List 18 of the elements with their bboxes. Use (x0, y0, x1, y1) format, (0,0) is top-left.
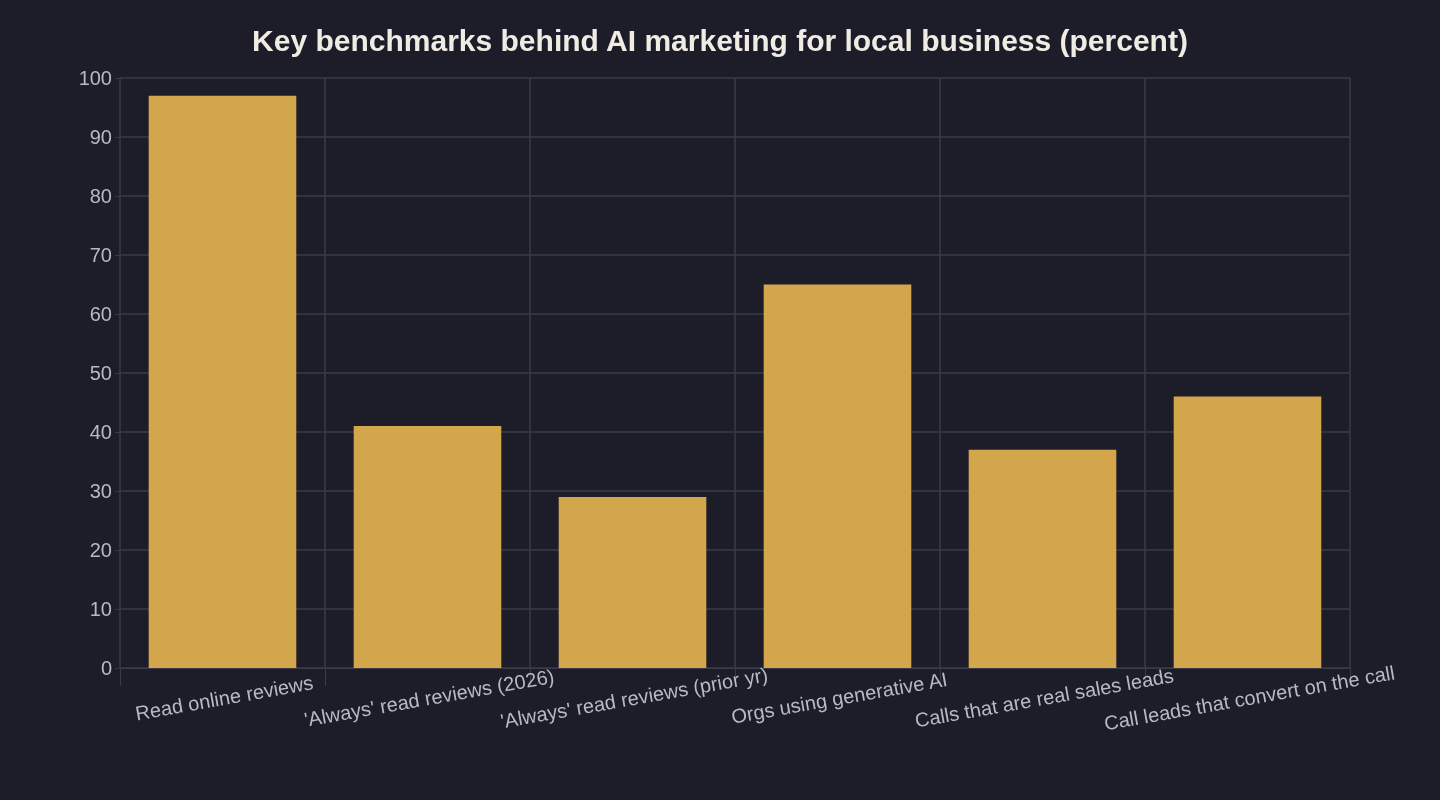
y-tick-label: 60 (89, 303, 112, 325)
bar (148, 95, 297, 668)
y-tick-label: 0 (100, 657, 112, 679)
bar (353, 426, 502, 668)
bar (1173, 396, 1322, 668)
y-tick-label: 90 (89, 126, 112, 148)
y-tick-label: 30 (89, 480, 112, 502)
y-tick-label: 10 (89, 598, 112, 620)
bar (968, 449, 1117, 668)
bar (558, 496, 707, 668)
bar (763, 284, 912, 668)
y-tick-label: 80 (89, 185, 112, 207)
y-tick-label: 40 (89, 421, 112, 443)
y-tick-label: 50 (89, 362, 112, 384)
y-tick-label: 100 (78, 67, 112, 89)
y-tick-label: 20 (89, 539, 112, 561)
chart-title: Key benchmarks behind AI marketing for local business (percent) (252, 23, 1188, 57)
y-tick-label: 70 (89, 244, 112, 266)
